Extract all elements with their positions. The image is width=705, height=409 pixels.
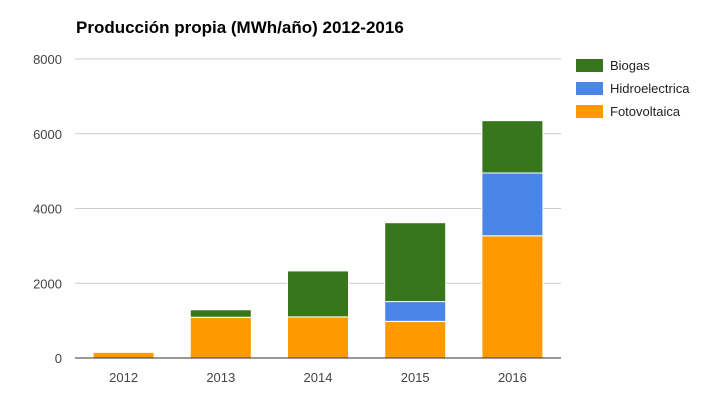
y-tick-label: 8000 — [33, 52, 62, 67]
bar-biogas-2014 — [287, 270, 349, 318]
y-axis-ticks: 0 2000 4000 6000 8000 — [33, 52, 62, 366]
y-tick-label: 6000 — [33, 127, 62, 142]
bar-biogas-2016 — [481, 120, 544, 174]
legend: Biogas Hidroelectrica Fotovoltaica — [576, 58, 690, 119]
bar-fotovoltaica-2016 — [481, 235, 544, 359]
bar-hidroelectrica-2016 — [481, 172, 544, 237]
x-tick-label: 2015 — [401, 370, 430, 385]
bar-biogas-2013 — [189, 309, 252, 318]
legend-label: Biogas — [610, 58, 650, 73]
bars — [75, 120, 561, 359]
chart-title: Producción propia (MWh/año) 2012-2016 — [76, 18, 404, 37]
y-tick-label: 4000 — [33, 202, 62, 217]
y-tick-label: 2000 — [33, 276, 62, 291]
x-tick-label: 2012 — [109, 370, 138, 385]
x-tick-label: 2014 — [304, 370, 333, 385]
x-tick-label: 2016 — [498, 370, 527, 385]
bar-fotovoltaica-2013 — [189, 316, 252, 359]
x-tick-label: 2013 — [206, 370, 235, 385]
y-tick-label: 0 — [55, 351, 62, 366]
legend-label: Hidroelectrica — [610, 81, 690, 96]
bar-fotovoltaica-2015 — [384, 320, 447, 359]
legend-label: Fotovoltaica — [610, 104, 681, 119]
legend-swatch — [576, 59, 603, 72]
bar-fotovoltaica-2014 — [287, 316, 349, 359]
bar-hidroelectrica-2015 — [384, 301, 447, 322]
x-axis-ticks: 2012 2013 2014 2015 2016 — [109, 370, 527, 385]
legend-swatch — [576, 82, 603, 95]
bar-fotovoltaica-2012 — [92, 351, 155, 359]
legend-swatch — [576, 105, 603, 118]
bar-biogas-2015 — [384, 222, 447, 303]
